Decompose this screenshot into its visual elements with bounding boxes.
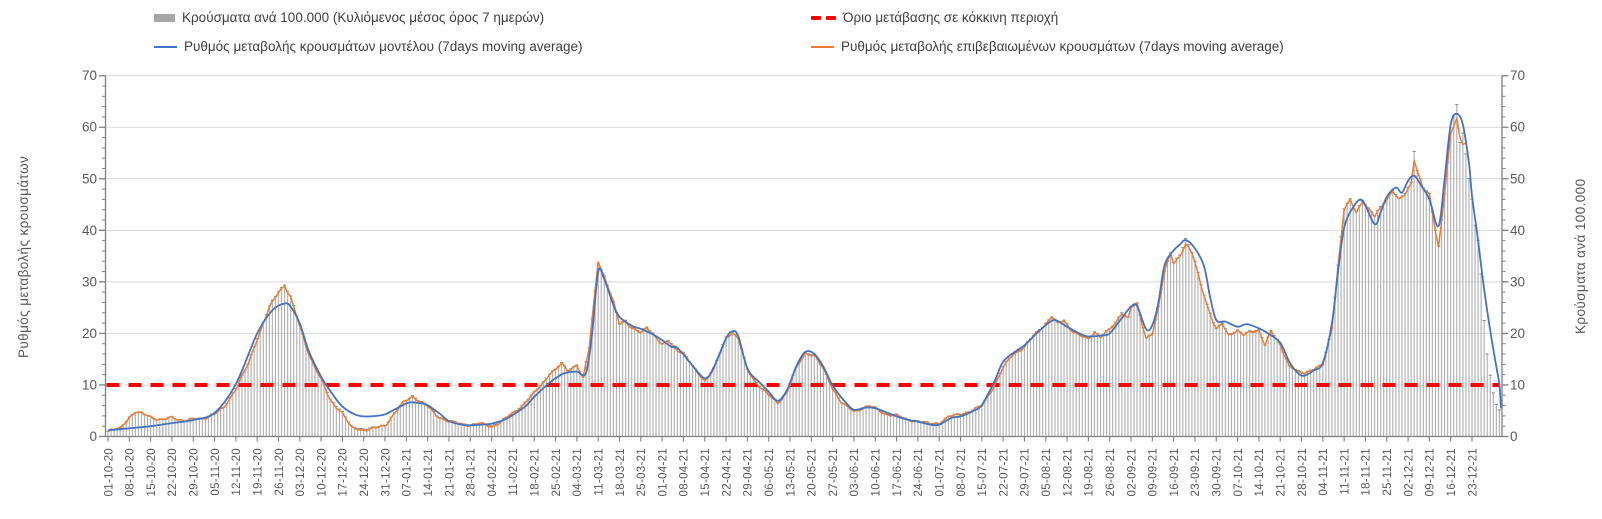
svg-text:14-01-21: 14-01-21 [423, 448, 435, 496]
svg-text:09-12-21: 09-12-21 [1425, 448, 1437, 496]
svg-text:30: 30 [1510, 274, 1525, 289]
svg-text:21-10-21: 21-10-21 [1275, 448, 1287, 496]
svg-text:50: 50 [1510, 171, 1525, 186]
svg-text:22-07-21: 22-07-21 [998, 448, 1010, 496]
svg-text:10-06-21: 10-06-21 [871, 448, 883, 496]
legend-label-threshold: Όριο μετάβασης σε κόκκινη περιοχή [843, 10, 1059, 25]
svg-text:09-09-21: 09-09-21 [1148, 448, 1160, 496]
blue-line-swatch [154, 46, 177, 48]
svg-text:12-11-20: 12-11-20 [231, 448, 243, 496]
svg-text:29-04-21: 29-04-21 [743, 448, 755, 496]
y-axis-title-right: Κρούσματα ανά 100.000 [1573, 178, 1588, 335]
svg-text:04-03-21: 04-03-21 [572, 448, 584, 496]
svg-text:24-06-21: 24-06-21 [913, 448, 925, 496]
svg-text:12-08-21: 12-08-21 [1062, 448, 1074, 496]
legend-label-confirmed-rate: Ρυθμός μεταβολής επιβεβαιωμένων κρουσμάτ… [841, 39, 1284, 54]
svg-text:23-09-21: 23-09-21 [1190, 448, 1202, 496]
legend-item-cases-bars: Κρούσματα ανά 100.000 (Κυλιόμενος μέσος … [154, 10, 544, 26]
svg-text:40: 40 [1510, 223, 1525, 238]
svg-text:24-12-20: 24-12-20 [359, 448, 371, 496]
svg-text:21-01-21: 21-01-21 [444, 448, 456, 496]
svg-text:01-04-21: 01-04-21 [657, 448, 669, 496]
svg-text:20: 20 [82, 326, 97, 341]
svg-text:08-04-21: 08-04-21 [679, 448, 691, 496]
legend-item-model-rate: Ρυθμός μεταβολής κρουσμάτων μοντέλου (7d… [154, 39, 583, 55]
svg-text:60: 60 [82, 120, 97, 135]
svg-text:50: 50 [82, 171, 97, 186]
legend-label-cases-bars: Κρούσματα ανά 100.000 (Κυλιόμενος μέσος … [182, 10, 545, 25]
svg-text:25-03-21: 25-03-21 [636, 448, 648, 496]
svg-text:31-12-20: 31-12-20 [380, 448, 392, 496]
svg-text:18-11-21: 18-11-21 [1361, 448, 1373, 496]
svg-text:03-12-20: 03-12-20 [295, 448, 307, 496]
svg-text:07-10-21: 07-10-21 [1233, 448, 1245, 496]
bar-series-swatch [154, 14, 175, 22]
svg-text:11-03-21: 11-03-21 [593, 448, 605, 496]
svg-text:0: 0 [89, 429, 97, 444]
svg-text:11-02-21: 11-02-21 [508, 448, 520, 496]
svg-text:10-12-20: 10-12-20 [316, 448, 328, 496]
svg-text:26-08-21: 26-08-21 [1105, 448, 1117, 496]
svg-text:01-10-20: 01-10-20 [103, 448, 115, 496]
orange-line-swatch [811, 46, 834, 48]
svg-text:15-04-21: 15-04-21 [700, 448, 712, 496]
svg-text:22-10-20: 22-10-20 [167, 448, 179, 496]
svg-text:18-03-21: 18-03-21 [615, 448, 627, 496]
svg-text:17-06-21: 17-06-21 [892, 448, 904, 496]
svg-text:13-05-21: 13-05-21 [785, 448, 797, 496]
svg-text:17-12-20: 17-12-20 [338, 448, 350, 496]
svg-text:04-11-21: 04-11-21 [1318, 448, 1330, 496]
svg-text:05-08-21: 05-08-21 [1041, 448, 1053, 496]
svg-text:30-09-21: 30-09-21 [1212, 448, 1224, 496]
svg-text:15-10-20: 15-10-20 [146, 448, 158, 496]
svg-text:25-11-21: 25-11-21 [1382, 448, 1394, 496]
svg-text:28-01-21: 28-01-21 [466, 448, 478, 496]
svg-text:08-10-20: 08-10-20 [125, 448, 137, 496]
svg-text:30: 30 [82, 274, 97, 289]
svg-text:02-12-21: 02-12-21 [1403, 448, 1415, 496]
svg-text:29-10-20: 29-10-20 [189, 448, 201, 496]
y-axis-title-left: Ρυθμός μεταβολής κρουσμάτων [16, 155, 31, 358]
svg-text:23-12-21: 23-12-21 [1467, 448, 1479, 496]
svg-text:01-07-21: 01-07-21 [934, 448, 946, 496]
svg-text:40: 40 [82, 223, 97, 238]
svg-text:08-07-21: 08-07-21 [956, 448, 968, 496]
svg-text:05-11-20: 05-11-20 [210, 448, 222, 496]
red-dashed-swatch [811, 16, 836, 20]
svg-text:70: 70 [1510, 68, 1525, 83]
svg-text:70: 70 [82, 68, 97, 83]
svg-text:02-09-21: 02-09-21 [1126, 448, 1138, 496]
svg-text:0: 0 [1510, 429, 1518, 444]
svg-text:20-05-21: 20-05-21 [807, 448, 819, 496]
svg-text:19-08-21: 19-08-21 [1084, 448, 1096, 496]
legend-item-confirmed-rate: Ρυθμός μεταβολής επιβεβαιωμένων κρουσμάτ… [811, 39, 1284, 55]
svg-text:10: 10 [82, 377, 97, 392]
svg-text:16-12-21: 16-12-21 [1446, 448, 1458, 496]
legend-label-model-rate: Ρυθμός μεταβολής κρουσμάτων μοντέλου (7d… [184, 39, 583, 54]
svg-text:27-05-21: 27-05-21 [828, 448, 840, 496]
svg-text:19-11-20: 19-11-20 [252, 448, 264, 496]
svg-text:22-04-21: 22-04-21 [721, 448, 733, 496]
svg-text:03-06-21: 03-06-21 [849, 448, 861, 496]
svg-text:11-11-21: 11-11-21 [1339, 448, 1351, 495]
legend-item-threshold: Όριο μετάβασης σε κόκκινη περιοχή [811, 10, 1058, 26]
svg-text:25-02-21: 25-02-21 [551, 448, 563, 496]
svg-text:18-02-21: 18-02-21 [530, 448, 542, 496]
svg-text:28-10-21: 28-10-21 [1297, 448, 1309, 496]
svg-text:15-07-21: 15-07-21 [977, 448, 989, 496]
svg-text:14-10-21: 14-10-21 [1254, 448, 1266, 496]
svg-text:26-11-20: 26-11-20 [274, 448, 286, 496]
svg-text:04-02-21: 04-02-21 [487, 448, 499, 496]
svg-text:29-07-21: 29-07-21 [1020, 448, 1032, 496]
svg-text:16-09-21: 16-09-21 [1169, 448, 1181, 496]
svg-text:06-05-21: 06-05-21 [764, 448, 776, 496]
svg-text:10: 10 [1510, 377, 1525, 392]
svg-text:60: 60 [1510, 120, 1525, 135]
svg-text:20: 20 [1510, 326, 1525, 341]
svg-text:07-01-21: 07-01-21 [402, 448, 414, 496]
